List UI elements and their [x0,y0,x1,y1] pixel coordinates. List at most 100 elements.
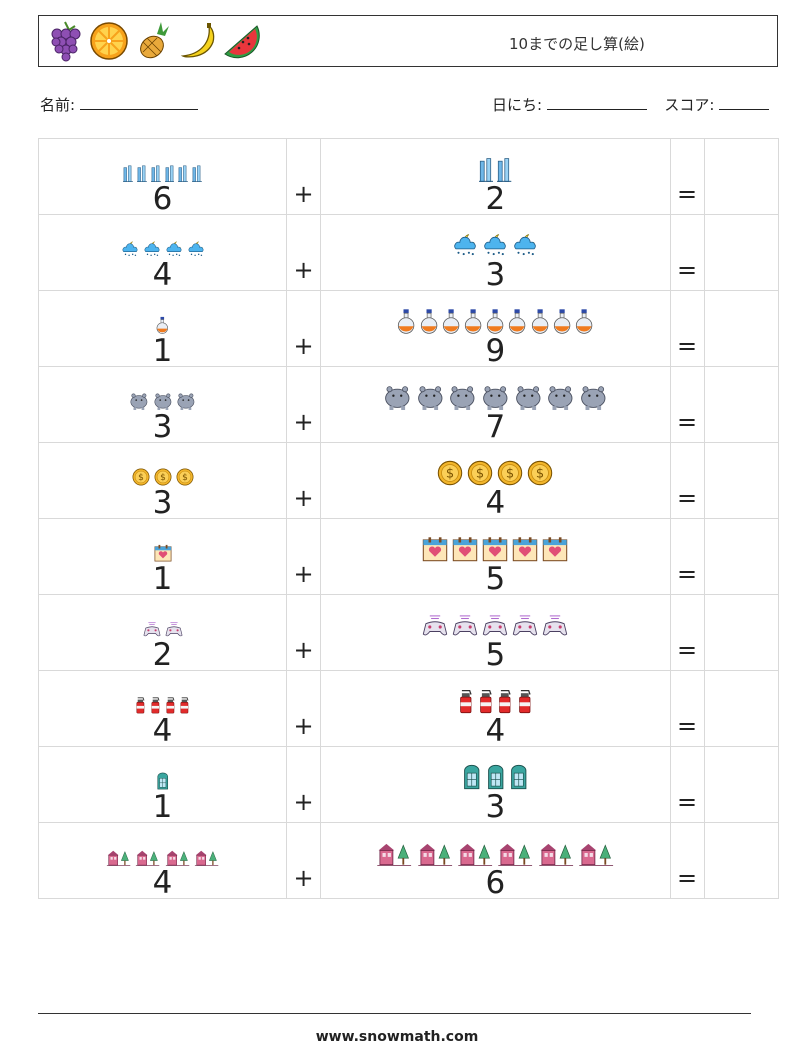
problem-row: 4 + 4 = [38,670,780,749]
second-addend-number: 5 [485,561,506,597]
equals-sign: = [677,256,698,284]
dollar-coin-icon: $ [176,468,194,486]
potion-flask-icon [442,308,460,334]
name-field[interactable]: 名前: [40,94,198,115]
date-label: 日にち: [492,96,543,114]
plus-sign: + [293,180,314,208]
first-addend-icon-group [143,620,183,638]
svg-text:$: $ [536,467,544,482]
potion-flask-icon [553,308,571,334]
potion-flask-icon [531,308,549,334]
gamepad-icon [143,620,161,638]
fire-extinguisher-icon [165,696,176,714]
second-addend-cell: $ $ $ $ 4 [320,442,671,519]
equals-sign: = [677,484,698,512]
second-addend-cell: 9 [320,290,671,367]
hippo-icon [416,384,445,410]
phone-booth-icon [156,772,170,790]
skyscraper-icon [136,164,147,182]
potion-flask-icon [486,308,504,334]
house-tree-icon [457,840,493,866]
equals-cell: = [669,214,705,291]
problem-row: 2 + 5 = [38,594,780,673]
score-label: スコア: [664,96,715,114]
first-addend-icon-group [156,772,170,790]
score-blank[interactable] [719,95,770,110]
name-label: 名前: [40,96,76,114]
first-addend-cell: 1 [38,290,287,367]
equals-cell: = [669,746,705,823]
answer-cell[interactable] [703,822,780,899]
second-addend-icon-group [458,688,532,714]
hippo-icon [579,384,608,410]
gamepad-icon [452,612,478,638]
hippo-icon [153,392,173,410]
first-addend-cell: $ $ $ 3 [38,442,287,521]
night-snow-cloud-icon [165,240,183,258]
gamepad-icon [542,612,568,638]
fruit-icons [45,20,261,62]
first-addend-number: 3 [152,409,173,445]
equals-cell: = [669,138,705,215]
second-addend-number: 3 [485,789,506,825]
dollar-coin-icon: $ [132,468,150,486]
hippo-icon [481,384,510,410]
gamepad-icon [422,612,448,638]
plus-sign: + [293,788,314,816]
plus-cell: + [285,594,322,671]
name-blank[interactable] [79,95,198,110]
answer-cell[interactable] [703,746,780,823]
hippo-icon [176,392,196,410]
first-addend-number: 2 [152,637,173,673]
first-addend-cell: 3 [38,366,287,445]
night-snow-cloud-icon [187,240,205,258]
footer-divider [38,1013,751,1014]
equals-cell: = [669,670,705,747]
house-tree-icon [376,840,412,866]
orange-slice-icon [90,22,128,60]
plus-cell: + [285,746,322,823]
skyscraper-icon [122,164,133,182]
second-addend-icon-group [422,612,568,638]
fire-extinguisher-icon [179,696,190,714]
first-addend-cell: 2 [38,594,287,673]
first-addend-cell: 1 [38,518,287,595]
second-addend-icon-group [383,384,607,410]
skyscraper-icon [192,164,203,182]
house-tree-icon [497,840,533,866]
problem-row: 4 + 3 = [38,214,780,291]
dollar-coin-icon: $ [154,468,172,486]
first-addend-icon-group [135,696,190,714]
skyscraper-icon [497,156,512,182]
plus-cell: + [285,670,322,747]
second-addend-cell: 7 [320,366,671,443]
svg-text:$: $ [160,473,166,483]
second-addend-cell: 5 [320,518,671,597]
answer-cell[interactable] [703,214,780,291]
answer-cell[interactable] [703,138,780,215]
first-addend-number: 4 [152,713,173,749]
second-addend-cell: 2 [320,138,671,217]
equals-sign: = [677,712,698,740]
date-score-fields: 日にち: スコア: [492,94,770,115]
equals-sign: = [677,636,698,664]
answer-cell[interactable] [703,290,780,367]
answer-cell[interactable] [703,594,780,671]
worksheet-title: 10までの足し算(絵) [509,35,645,53]
second-addend-number: 2 [485,181,506,217]
equals-sign: = [677,408,698,436]
footer-url[interactable]: www.snowmath.com [315,1029,479,1045]
svg-text:$: $ [476,467,484,482]
heart-calendar-icon [542,536,568,562]
answer-cell[interactable] [703,518,780,595]
date-blank[interactable] [546,95,647,110]
answer-cell[interactable] [703,670,780,747]
problem-table: 6 + 2 = 4 + 3 = 1 + 9 = [38,138,780,899]
equals-sign: = [677,332,698,360]
second-addend-cell: 6 [320,822,671,899]
answer-cell[interactable] [703,366,780,443]
answer-cell[interactable] [703,442,780,519]
fire-extinguisher-icon [135,696,146,714]
svg-text:$: $ [506,467,514,482]
first-addend-number: 3 [152,485,173,521]
